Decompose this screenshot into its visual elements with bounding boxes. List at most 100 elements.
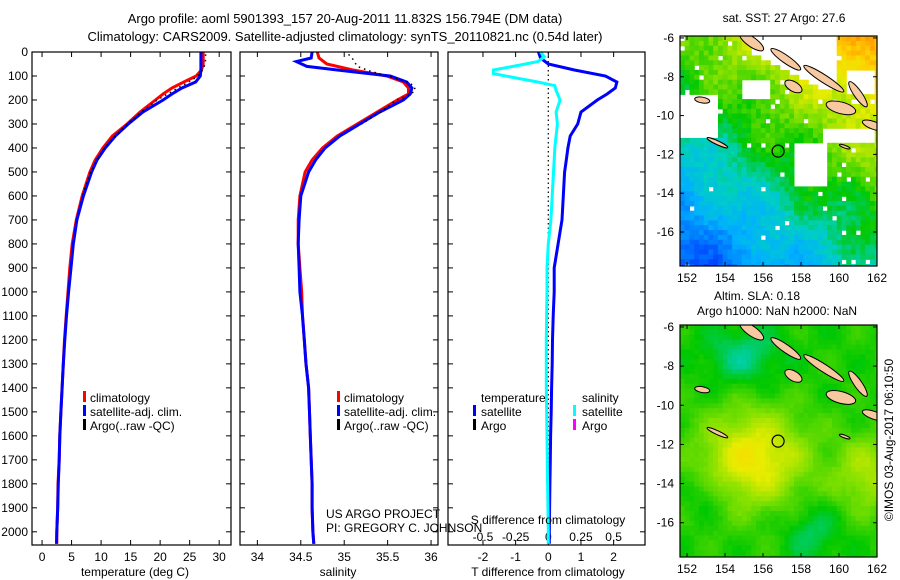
map-cell <box>699 364 705 370</box>
map-cell <box>874 427 877 434</box>
map-cell <box>827 201 833 207</box>
map-cell <box>822 491 828 497</box>
map-cell <box>718 133 724 139</box>
map-cell <box>789 496 795 502</box>
map-cell <box>703 45 709 52</box>
map-cell <box>718 339 724 346</box>
map-cell <box>851 481 857 488</box>
map-cell <box>779 244 785 251</box>
map-cell <box>865 55 871 61</box>
map-cell <box>708 515 714 522</box>
map-cell <box>870 103 876 110</box>
map-cell <box>827 239 833 246</box>
map-cell <box>779 176 785 183</box>
map-cell <box>751 403 757 409</box>
map-cell <box>703 383 709 390</box>
map-cell <box>832 162 838 168</box>
map-cell <box>760 378 766 385</box>
map-cell <box>832 259 838 265</box>
map-cell <box>689 520 695 527</box>
map-cell <box>822 481 828 488</box>
map-cell <box>713 89 719 95</box>
map-cell <box>855 239 861 246</box>
map-cell <box>722 55 728 61</box>
map-cell <box>827 476 833 483</box>
map-cell <box>803 364 809 370</box>
map-cell <box>718 437 724 444</box>
map-cell <box>680 234 686 241</box>
map-cell <box>756 210 762 217</box>
map-cell <box>722 210 728 217</box>
map-cell <box>798 408 804 414</box>
map-cell <box>737 555 743 557</box>
map-cell <box>789 506 795 512</box>
lon-tick-label: 152 <box>677 271 697 285</box>
map-cell <box>732 55 738 61</box>
map-cell <box>865 530 871 537</box>
map-cell <box>751 123 757 129</box>
map-cell <box>694 359 700 365</box>
map-cell <box>732 186 738 192</box>
map-cell <box>827 359 833 365</box>
map-cell <box>851 383 857 390</box>
map-cell <box>751 427 757 434</box>
map-cell <box>708 239 714 246</box>
map-cell <box>741 259 747 265</box>
map-cell <box>737 393 743 399</box>
map-cell <box>746 511 752 517</box>
map-cell <box>846 325 852 331</box>
map-cell <box>765 176 771 183</box>
map-cell <box>855 457 861 463</box>
map-cell <box>794 432 800 439</box>
map-cell <box>722 152 728 158</box>
map-cell <box>784 496 790 502</box>
map-cell <box>775 476 781 483</box>
map-cell <box>680 462 686 468</box>
map-cell <box>827 142 833 149</box>
map-cell <box>708 520 714 527</box>
map-cell <box>732 339 738 346</box>
map-cell <box>860 486 866 492</box>
map-cell <box>827 210 833 217</box>
map-cell <box>699 506 705 512</box>
map-cell <box>784 254 790 260</box>
map-cell <box>760 215 766 221</box>
map-cell <box>822 215 828 221</box>
map-cell <box>722 501 728 507</box>
map-cell <box>846 254 852 260</box>
map-cell <box>694 239 700 246</box>
map-cell <box>718 94 724 100</box>
map-cell <box>718 171 724 178</box>
legend-climatology: climatology <box>90 391 150 405</box>
map-cell <box>798 103 804 110</box>
map-cell <box>722 398 728 404</box>
map-cell <box>813 496 819 502</box>
map-cell <box>784 74 790 81</box>
map-cell <box>689 50 695 57</box>
map-cell <box>699 452 705 458</box>
map-cell <box>775 259 781 265</box>
map-cell <box>727 447 733 453</box>
map-cell <box>846 171 852 178</box>
map-cell <box>703 403 709 409</box>
map-cell <box>803 442 809 448</box>
map-cell <box>756 413 762 419</box>
map-cell <box>817 515 823 522</box>
map-cell <box>741 45 747 52</box>
map-cell <box>741 466 747 473</box>
map-cell <box>836 50 842 57</box>
map-cell <box>775 369 781 375</box>
lon-tick-label: 152 <box>677 562 697 576</box>
map-cell <box>737 329 743 336</box>
map-cell <box>798 525 804 532</box>
map-cell <box>718 244 724 251</box>
map-cell <box>851 354 857 360</box>
map-cell <box>765 388 771 395</box>
map-cell <box>699 491 705 497</box>
map-cell <box>703 442 709 448</box>
map-cell <box>851 339 857 346</box>
map-cell <box>741 481 747 488</box>
map-cell <box>694 555 700 557</box>
map-cell <box>727 540 733 546</box>
map-cell <box>870 205 876 212</box>
